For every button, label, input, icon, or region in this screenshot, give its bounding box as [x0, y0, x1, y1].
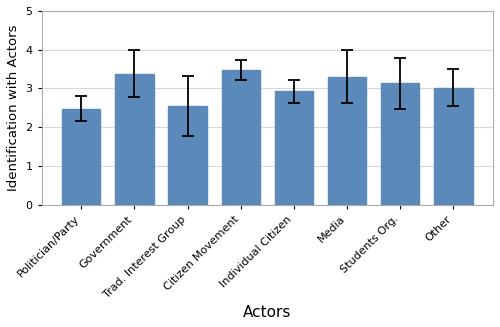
Bar [116, 74, 154, 205]
Y-axis label: Identification with Actors: Identification with Actors [7, 25, 20, 191]
Bar [328, 77, 366, 205]
Bar [62, 109, 100, 205]
Bar [222, 70, 260, 205]
Bar [275, 91, 313, 205]
Bar [434, 88, 472, 205]
Bar [168, 106, 207, 205]
Bar [381, 83, 420, 205]
X-axis label: Actors: Actors [243, 305, 292, 320]
